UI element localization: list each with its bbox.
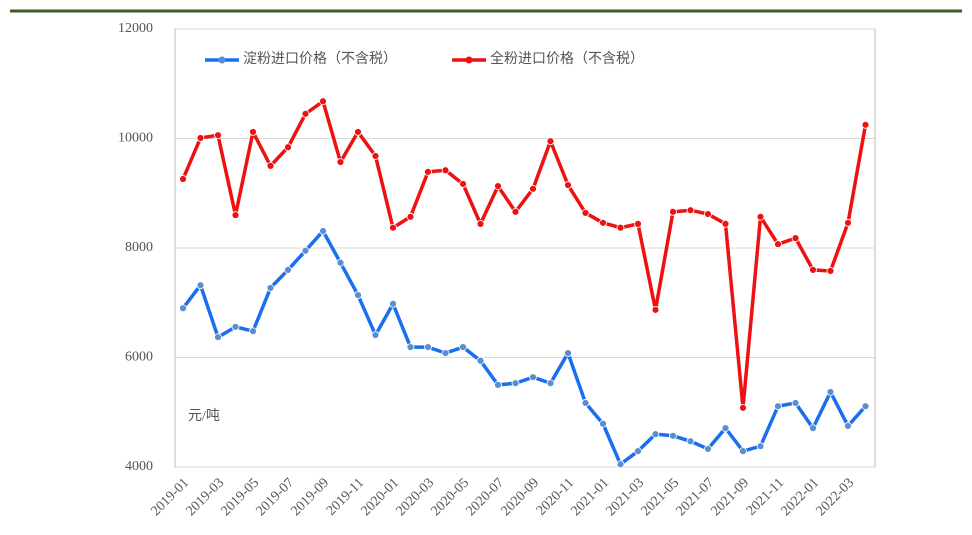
point	[581, 399, 590, 407]
point	[476, 356, 485, 365]
point	[336, 158, 345, 166]
point	[511, 207, 520, 216]
series-line	[181, 99, 868, 410]
y-tick-label: 10000	[118, 131, 153, 146]
point	[844, 422, 852, 430]
point	[774, 240, 782, 249]
point	[441, 166, 450, 175]
point	[441, 349, 450, 358]
point	[494, 380, 502, 389]
point	[791, 234, 800, 243]
y-tick-label: 4000	[125, 459, 153, 474]
point	[494, 182, 502, 191]
point	[721, 424, 730, 433]
point	[301, 109, 310, 118]
y-unit: 元/吨	[188, 408, 220, 424]
point	[266, 284, 275, 292]
point	[424, 167, 432, 176]
point	[406, 343, 415, 351]
point	[809, 424, 817, 433]
point	[826, 267, 835, 275]
legend-marker	[465, 56, 473, 64]
point	[581, 209, 590, 217]
point	[651, 305, 660, 314]
point	[844, 218, 852, 227]
point	[476, 220, 485, 228]
point	[616, 223, 625, 232]
point	[389, 223, 397, 232]
legend-label: 全粉进口价格（不含税）	[490, 50, 644, 67]
point	[459, 180, 467, 188]
point	[529, 184, 537, 193]
point	[756, 442, 765, 451]
legend-label: 淀粉进口价格（不含税）	[243, 51, 397, 67]
y-tick-label: 12000	[118, 21, 153, 36]
series-line	[181, 229, 867, 467]
point	[564, 181, 572, 189]
point	[231, 322, 240, 331]
point	[459, 343, 467, 351]
point	[616, 460, 625, 469]
point	[809, 265, 817, 274]
point	[231, 211, 240, 220]
point	[319, 97, 327, 106]
point	[704, 210, 712, 218]
point	[179, 175, 187, 183]
point	[529, 373, 537, 382]
point	[196, 281, 205, 290]
point	[599, 218, 607, 227]
point	[354, 291, 362, 299]
point	[371, 331, 380, 339]
point	[511, 379, 520, 388]
point	[669, 431, 677, 440]
point	[424, 343, 432, 351]
y-tick-label: 6000	[125, 350, 153, 365]
point	[669, 207, 677, 216]
point	[739, 403, 747, 412]
y-tick-label: 8000	[125, 240, 153, 255]
point	[546, 379, 555, 388]
point	[196, 134, 205, 142]
point	[284, 143, 292, 152]
point	[756, 212, 765, 221]
point	[861, 402, 870, 411]
point	[336, 258, 345, 267]
point	[774, 402, 782, 411]
point	[599, 419, 607, 428]
point	[546, 137, 555, 146]
point	[826, 388, 835, 396]
point	[284, 265, 292, 274]
point	[371, 152, 380, 160]
point	[634, 447, 642, 456]
point	[704, 445, 712, 453]
point	[319, 227, 327, 235]
point	[739, 447, 747, 456]
point	[179, 304, 187, 313]
point	[686, 437, 695, 446]
point	[214, 131, 222, 140]
point	[861, 120, 870, 129]
point	[389, 299, 397, 308]
point	[791, 399, 800, 407]
point	[634, 220, 642, 228]
point	[651, 430, 660, 439]
point	[406, 212, 415, 221]
point	[266, 161, 275, 170]
point	[564, 349, 572, 358]
legend-marker	[218, 56, 226, 64]
point	[214, 333, 222, 342]
point	[301, 246, 310, 255]
point	[249, 327, 257, 336]
point	[249, 128, 257, 136]
point	[721, 220, 730, 228]
point	[686, 206, 695, 215]
point	[354, 128, 362, 136]
